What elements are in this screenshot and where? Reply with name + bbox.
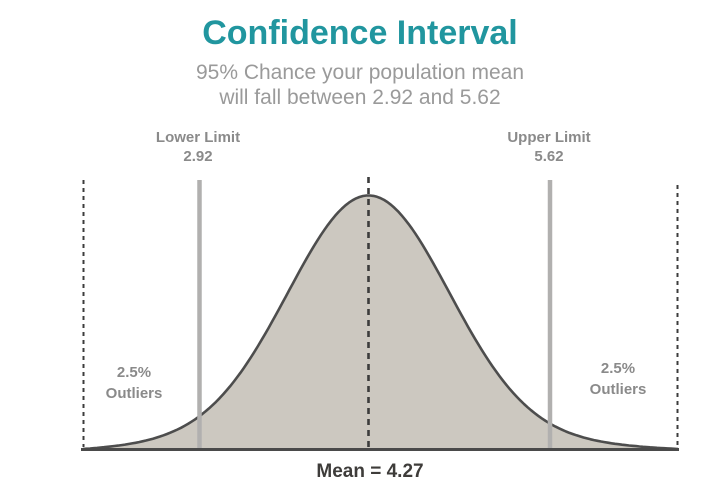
left-outliers-word: Outliers xyxy=(105,385,163,402)
left-outliers-annotation: 2.5% Outliers xyxy=(106,362,163,404)
upper-limit-annotation: Upper Limit 5.62 xyxy=(507,128,590,166)
left-outliers-percent: 2.5% xyxy=(116,364,152,381)
subtitle-line-2: will fall between 2.92 and 5.62 xyxy=(219,86,501,109)
lower-limit-annotation: Lower Limit 2.92 xyxy=(156,128,240,166)
lower-limit-value: 2.92 xyxy=(183,148,213,165)
upper-limit-label: Upper Limit xyxy=(507,129,591,146)
chart-title: Confidence Interval xyxy=(202,14,518,52)
right-outliers-percent: 2.5% xyxy=(600,360,636,377)
lower-limit-label: Lower Limit xyxy=(155,129,241,146)
chart-subtitle: 95% Chance your population mean will fal… xyxy=(0,60,720,110)
upper-limit-value: 5.62 xyxy=(534,148,564,165)
right-outliers-annotation: 2.5% Outliers xyxy=(590,358,647,400)
right-outliers-word: Outliers xyxy=(589,381,647,398)
mean-label: Mean = 4.27 xyxy=(316,461,424,482)
subtitle-line-1: 95% Chance your population mean xyxy=(195,61,525,84)
bell-curve-stroke xyxy=(82,194,679,451)
bell-curve-fill xyxy=(83,195,678,449)
